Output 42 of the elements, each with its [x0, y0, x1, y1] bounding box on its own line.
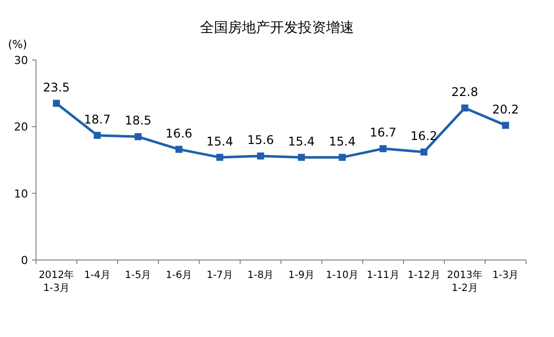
- x-tick-label: 1-6月: [166, 270, 192, 281]
- x-tick-label: 2013年 1-2月: [447, 269, 482, 294]
- x-tick-label: 1-12月: [408, 270, 440, 281]
- point: [298, 154, 305, 161]
- data-label: 20.2: [492, 102, 519, 116]
- x-tick-label: 1-7月: [206, 270, 233, 281]
- data-label: 16.2: [410, 129, 438, 143]
- x-tick-label: 1-3月: [492, 270, 519, 281]
- point: [52, 100, 60, 107]
- point: [338, 154, 346, 161]
- point: [134, 133, 142, 140]
- x-tick-label: 1-11月: [366, 270, 400, 281]
- chart-title: 全国房地产开发投资增速: [200, 20, 354, 36]
- y-tick-label: 30: [14, 54, 28, 67]
- data-label: 15.6: [247, 133, 274, 147]
- point: [461, 104, 468, 112]
- y-axis-title: (%): [8, 38, 28, 51]
- data-label: 23.5: [43, 80, 70, 94]
- point: [94, 132, 101, 139]
- x-tick-label: 1-9月: [288, 270, 315, 281]
- point: [502, 122, 510, 129]
- y-tick-label: 0: [21, 254, 28, 267]
- x-tick-label: 1-4月: [84, 270, 110, 281]
- data-label: 15.4: [206, 134, 234, 148]
- point: [175, 146, 182, 153]
- point: [257, 152, 264, 160]
- data-label: 18.5: [124, 114, 152, 128]
- data-label: 22.8: [451, 85, 478, 99]
- point: [420, 148, 428, 156]
- x-tick-label: 1-8月: [247, 270, 274, 281]
- y-tick-label: 10: [14, 187, 28, 200]
- y-tick-label: 20: [14, 120, 28, 134]
- x-tick-label: 2012年 1-3月: [38, 269, 74, 294]
- data-label: 15.4: [288, 134, 315, 148]
- x-tick-label: 1-10月: [326, 270, 359, 281]
- point: [380, 145, 387, 152]
- point: [216, 154, 224, 161]
- data-label: 15.4: [328, 134, 356, 148]
- data-label: 16.7: [370, 126, 396, 140]
- x-tick-label: 1-5月: [124, 270, 152, 281]
- data-label: 18.7: [84, 112, 111, 126]
- data-label: 16.6: [166, 126, 192, 140]
